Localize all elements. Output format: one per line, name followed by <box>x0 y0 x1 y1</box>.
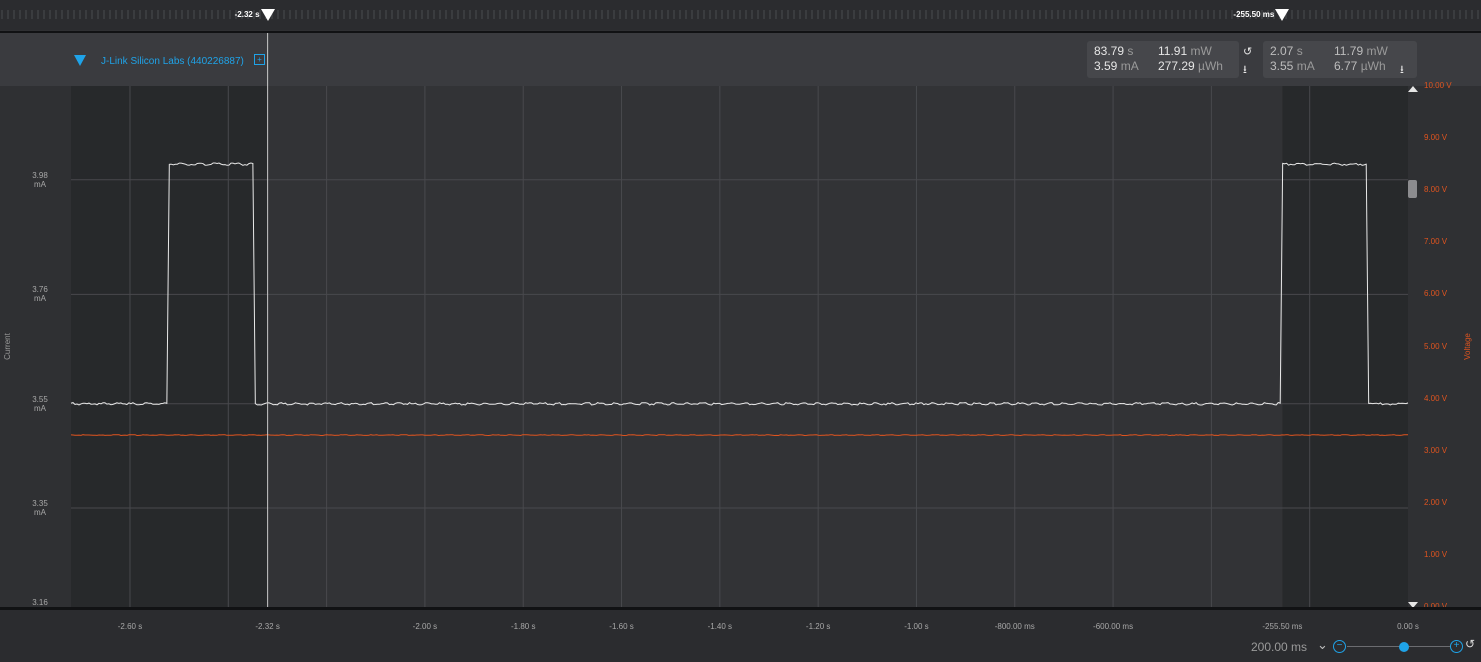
scrollbar-thumb[interactable] <box>1408 180 1417 198</box>
marker-handle-right[interactable] <box>1275 9 1290 21</box>
y-tick-label: 3.76 mA <box>22 285 58 303</box>
export-icon[interactable]: ⭳ <box>1243 64 1247 76</box>
plus-box-icon[interactable]: + <box>254 54 265 65</box>
x-tick-label: -255.50 ms <box>1262 622 1303 631</box>
global-power-value: 11.91 <box>1158 44 1188 58</box>
y2-tick-label: 9.00 V <box>1424 133 1448 143</box>
device-name: J-Link Silicon Labs (440226887) <box>101 56 244 67</box>
reset-icon[interactable]: ↺ <box>1243 46 1253 58</box>
y-tick-value: 3.55 <box>32 394 48 404</box>
selection-energy-value: 6.77 <box>1334 59 1358 73</box>
y2-tick-label: 2.00 V <box>1424 497 1448 507</box>
marker-label-right: -255.50 ms <box>1233 10 1275 19</box>
x-tick-label: -1.80 s <box>510 622 536 631</box>
y-tick-label: 3.16 <box>22 598 58 607</box>
y-tick-label: 3.35 mA <box>22 499 58 517</box>
y2-tick-label: 8.00 V <box>1424 185 1448 195</box>
zoom-slider-track[interactable] <box>1347 646 1451 647</box>
y-tick-unit: mA <box>34 294 46 304</box>
y2-tick-label: 10.00 V <box>1424 81 1452 90</box>
global-current-value: 3.59 <box>1094 59 1118 73</box>
global-time-value: 83.79 <box>1094 44 1125 58</box>
selection-time-value: 2.07 <box>1270 44 1294 58</box>
y2-tick-label: 6.00 V <box>1424 289 1448 299</box>
x-axis-bar <box>0 610 1481 662</box>
global-current: 3.59 mA <box>1094 59 1139 73</box>
zoom-out-icon[interactable]: − <box>1333 640 1346 653</box>
selection-power: 11.79 mW <box>1334 44 1388 58</box>
global-time: 83.79 s <box>1094 44 1133 58</box>
y-tick-value: 3.76 <box>32 285 48 295</box>
y-tick-value: 3.16 <box>32 598 48 607</box>
x-tick-label: -2.32 s <box>255 622 280 631</box>
y-tick-value: 3.98 <box>32 170 48 180</box>
x-tick-label: -1.20 s <box>805 622 831 631</box>
device-collapse-icon[interactable] <box>74 55 86 66</box>
x-tick-label: -1.00 s <box>904 622 929 631</box>
ruler-ticks <box>1 10 1479 19</box>
grid <box>71 86 1408 607</box>
global-energy: 277.29 µWh <box>1158 59 1223 73</box>
chevron-down-icon[interactable]: ⌄ <box>1317 637 1328 652</box>
x-tick-label: -2.60 s <box>117 622 143 631</box>
zoom-in-icon[interactable]: + <box>1450 640 1463 653</box>
global-energy-unit: µWh <box>1198 59 1223 73</box>
selection-outside-right <box>1282 86 1408 607</box>
voltage-series <box>70 434 1408 437</box>
y2-axis-title: Voltage <box>1462 333 1472 360</box>
y2-tick-label: 7.00 V <box>1424 237 1448 247</box>
current-series <box>70 162 1409 406</box>
global-time-unit: s <box>1127 44 1134 58</box>
selection-current-value: 3.55 <box>1270 59 1294 73</box>
export-icon[interactable]: ⭳ <box>1400 64 1404 76</box>
global-energy-value: 277.29 <box>1158 59 1195 73</box>
y-tick-unit: mA <box>34 179 46 189</box>
zoom-slider-knob[interactable] <box>1399 642 1410 652</box>
y-tick-value: 3.35 <box>32 499 48 508</box>
y-tick-label: 3.55 mA <box>22 395 58 413</box>
global-power: 11.91 mW <box>1158 44 1212 58</box>
ruler-divider <box>0 31 1481 33</box>
x-tick-label: -600.00 ms <box>1093 622 1134 631</box>
global-current-unit: mA <box>1120 59 1139 73</box>
y2-tick-label: 5.00 V <box>1424 341 1448 351</box>
y-axis-title: Current <box>2 333 12 360</box>
selection-energy: 6.77 µWh <box>1334 59 1386 73</box>
x-tick-label: 0.00 s <box>1397 622 1419 631</box>
y2-tick-label: 0.00 V <box>1424 602 1447 611</box>
global-power-unit: mW <box>1190 44 1212 58</box>
global-stats-panel: 83.79 s 11.91 mW 3.59 mA 277.29 µWh <box>1087 41 1239 78</box>
selection-time-unit: s <box>1296 44 1303 58</box>
y2-tick-label: 3.00 V <box>1424 445 1448 455</box>
marker-label-left: -2.32 s <box>234 10 260 19</box>
y2-tick-label: 4.00 V <box>1424 393 1448 403</box>
selection-current: 3.55 mA <box>1270 59 1315 73</box>
scroll-down-icon[interactable] <box>1408 602 1418 608</box>
y-tick-unit: mA <box>34 403 46 413</box>
selection-stats-panel: 2.07 s 11.79 mW 3.55 mA 6.77 µWh ⭳ <box>1263 41 1417 78</box>
selection-power-value: 11.79 <box>1334 44 1364 58</box>
selection-current-unit: mA <box>1296 59 1315 73</box>
selection-power-unit: mW <box>1366 44 1388 58</box>
x-tick-label: -2.00 s <box>412 622 438 631</box>
zoom-window-label[interactable]: 200.00 ms <box>1251 640 1308 654</box>
bottom-divider <box>0 607 1481 610</box>
x-tick-label: -800.00 ms <box>994 622 1035 631</box>
reset-icon[interactable]: ↺ <box>1465 637 1476 651</box>
selection-energy-unit: µWh <box>1360 59 1386 73</box>
scroll-up-icon[interactable] <box>1408 86 1418 92</box>
y-tick-unit: mA <box>34 508 46 517</box>
marker-handle-left[interactable] <box>260 9 275 21</box>
x-tick-label: -1.60 s <box>609 622 634 631</box>
x-tick-label: -1.40 s <box>707 622 733 631</box>
y-tick-label: 3.98 mA <box>22 171 58 189</box>
y2-tick-label: 1.00 V <box>1424 549 1448 559</box>
selection-time: 2.07 s <box>1270 44 1303 58</box>
plot-background <box>71 86 1408 607</box>
